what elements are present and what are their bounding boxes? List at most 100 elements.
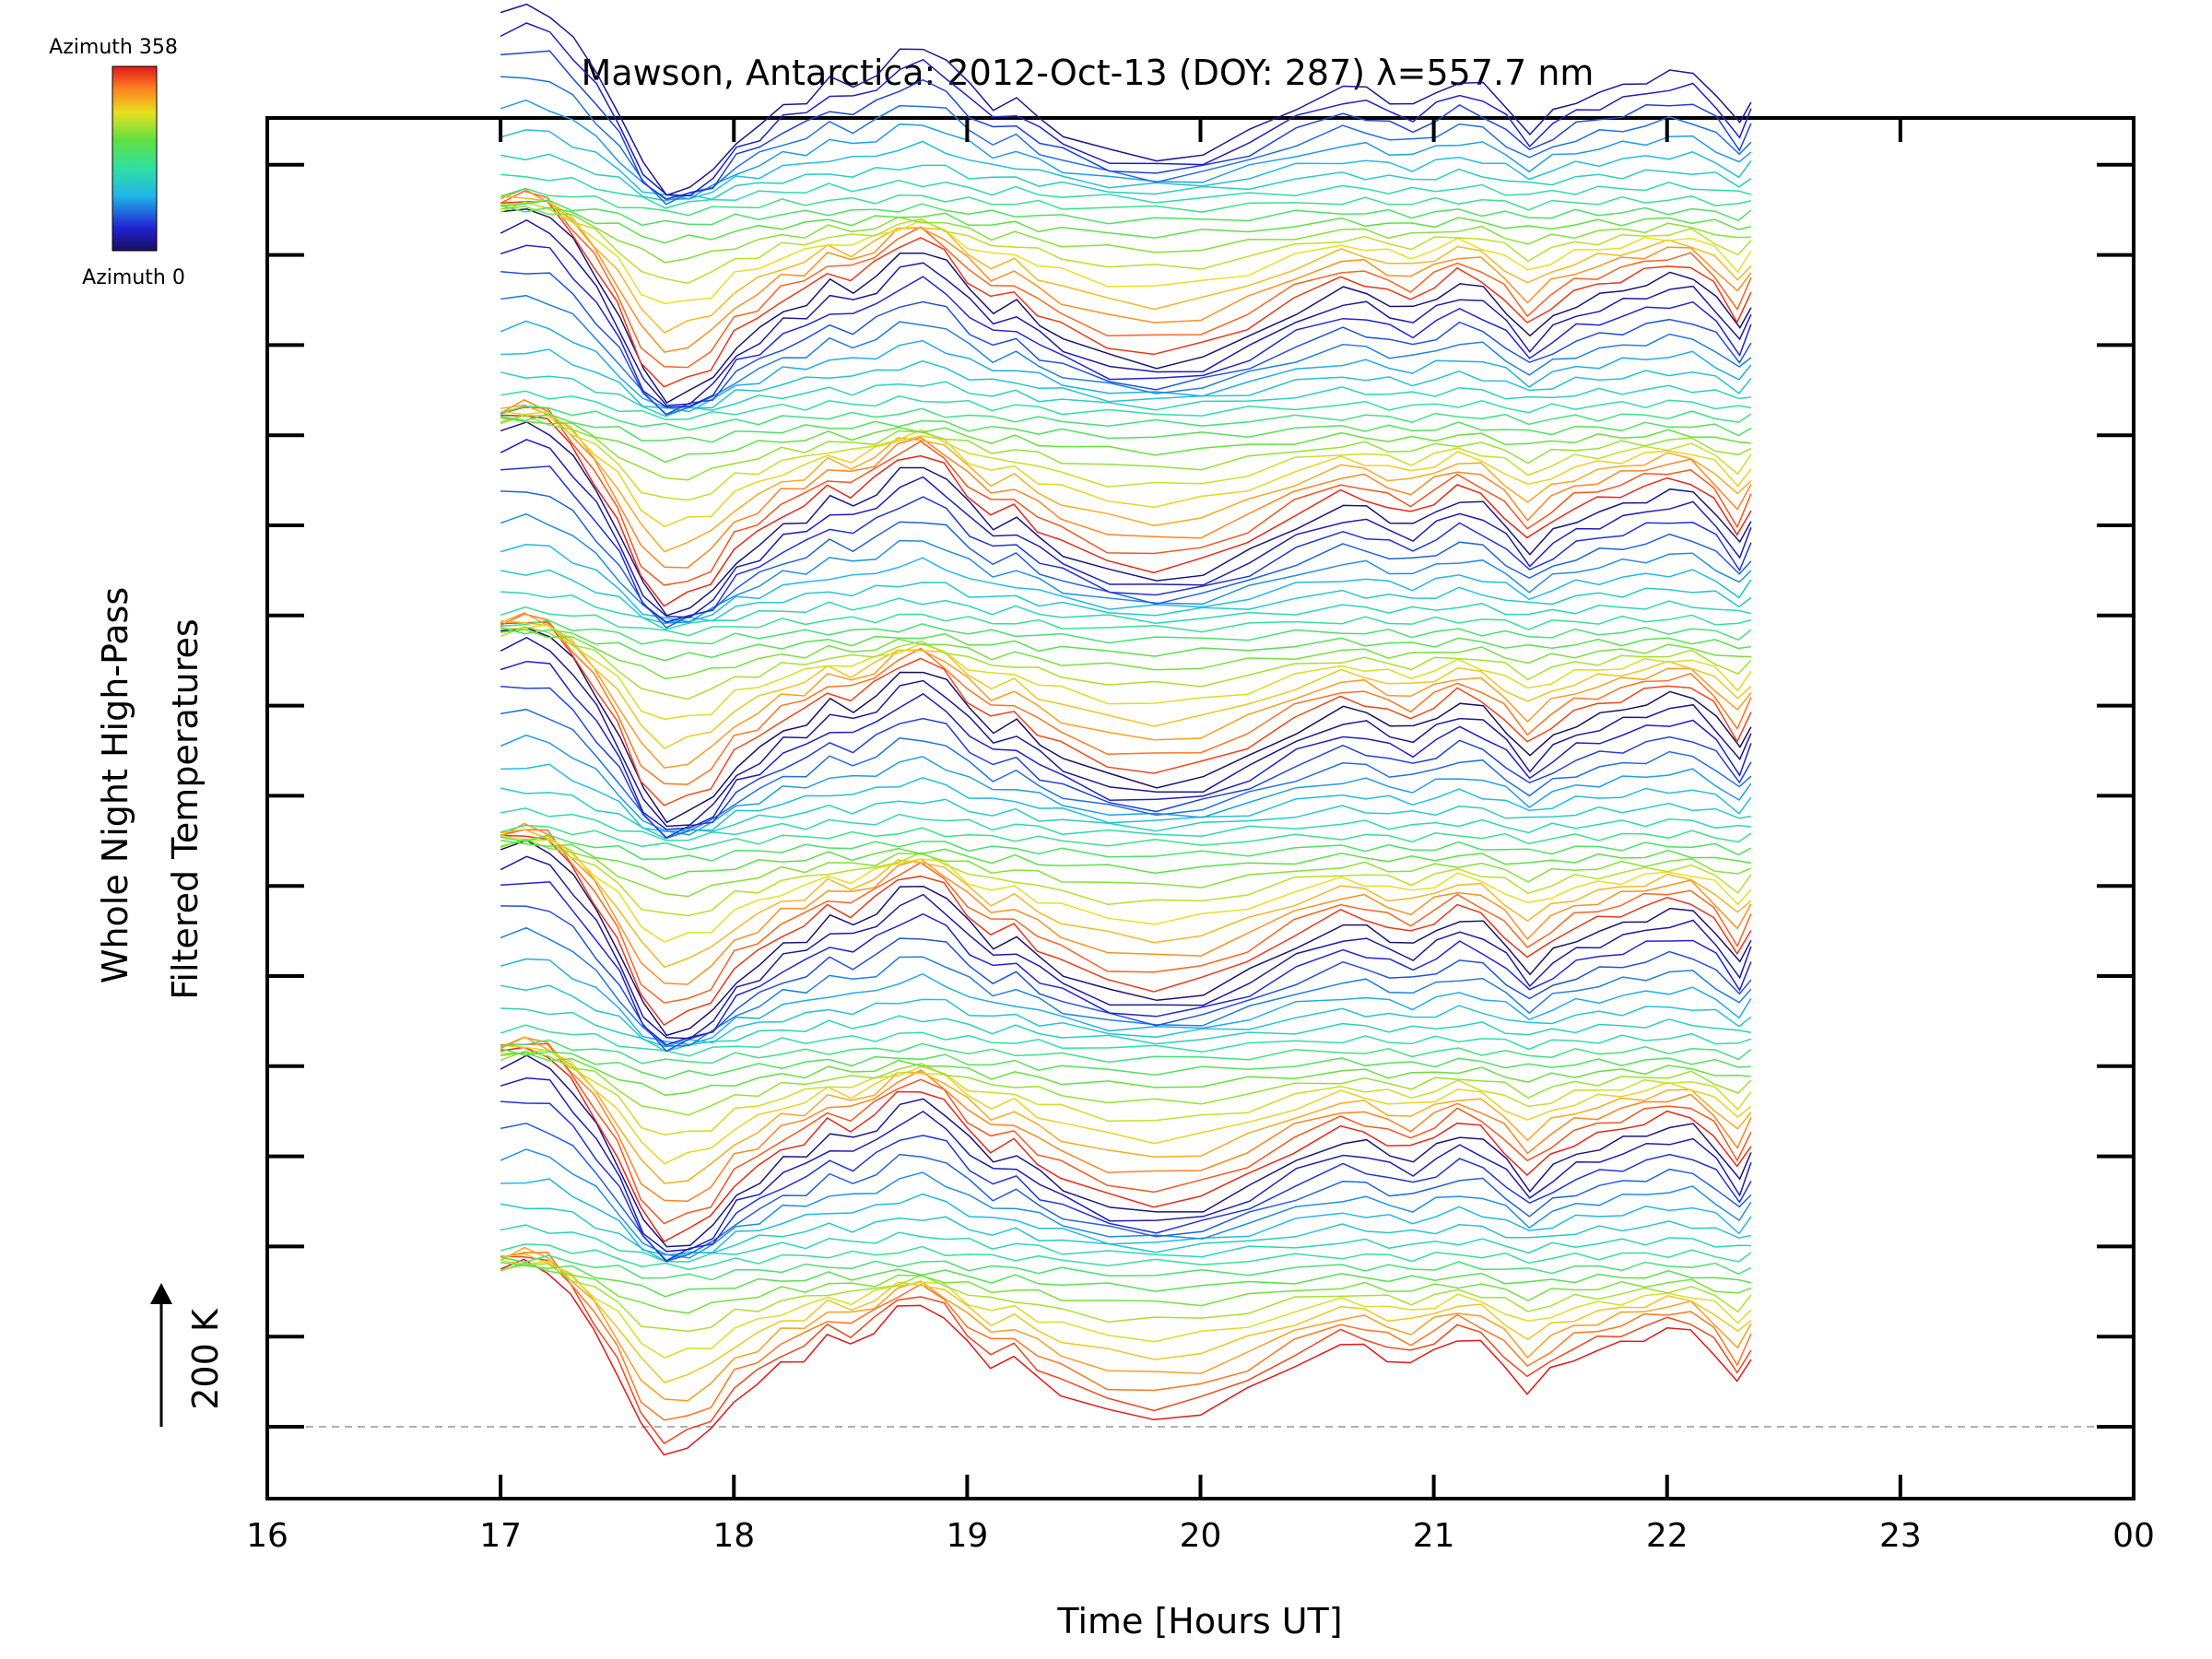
series-line [500, 50, 1752, 200]
series-line [500, 926, 1752, 1047]
series-line [500, 188, 1752, 353]
x-tick-label: 21 [1413, 1517, 1455, 1555]
series-line [500, 421, 1752, 617]
series-line [500, 1048, 1751, 1080]
series-line [500, 1036, 1752, 1202]
series-line [500, 410, 1752, 528]
series-line [500, 153, 1752, 202]
series-line [500, 1036, 1752, 1184]
series-line [500, 763, 1752, 832]
series-line [500, 822, 1752, 985]
series-line [500, 414, 1752, 501]
series-line [500, 1252, 1752, 1421]
series-line [500, 619, 1752, 749]
series-line [500, 1024, 1752, 1057]
series-line [500, 1203, 1752, 1263]
series-line [500, 839, 1752, 1037]
series-line [500, 734, 1752, 836]
series-line [500, 99, 1752, 201]
series-line [500, 626, 1752, 662]
series-line [500, 591, 1752, 630]
series-line [500, 76, 1752, 206]
series-line [500, 1261, 1752, 1298]
series-line [500, 708, 1752, 840]
series-line [500, 1054, 1752, 1248]
plot-frame [265, 116, 2136, 1500]
series-line [500, 838, 1752, 898]
chart-title: Mawson, Antarctica: 2012-Oct-13 (DOY: 28… [582, 53, 1594, 93]
series-line [500, 1178, 1752, 1256]
series-line [500, 834, 1752, 862]
x-tick-label: 19 [946, 1517, 988, 1555]
series-line [500, 1263, 1752, 1333]
series-line [500, 406, 1752, 586]
series-line [500, 190, 1752, 369]
series-line [500, 621, 1752, 806]
series-line [500, 1046, 1752, 1243]
series-line [500, 685, 1752, 839]
series-line [500, 1255, 1752, 1445]
colorbar-bottom-label: Azimuth 0 [82, 266, 185, 289]
series-line [500, 129, 1752, 200]
series-line [500, 200, 1752, 388]
series-line [500, 829, 1752, 969]
series-line [500, 636, 1752, 828]
series-line [500, 660, 1752, 830]
x-tick-labels: 16 17 18 19 20 21 22 23 00 [246, 1517, 2155, 1555]
series-line [500, 206, 1751, 264]
series-line [500, 1254, 1752, 1281]
series-line [500, 1224, 1751, 1263]
series-line [500, 881, 1752, 1046]
series-line [500, 619, 1752, 645]
series-line [500, 835, 1752, 944]
series-line [500, 613, 1752, 785]
series-line [500, 390, 1752, 421]
series-line [500, 1039, 1752, 1065]
scale-bar-label: 200 K [185, 1308, 226, 1410]
series-line [500, 829, 1752, 1004]
series-line [500, 1123, 1752, 1263]
series-line [500, 1262, 1752, 1314]
series-line [500, 199, 1752, 227]
series-line [500, 839, 1752, 917]
series-line [500, 270, 1752, 416]
series-line [500, 624, 1752, 721]
series-line [500, 1050, 1752, 1116]
series-line [500, 834, 1752, 1027]
series-line [500, 22, 1752, 197]
series-line [500, 1052, 1751, 1097]
axis-ticks [265, 118, 2136, 1499]
colorbar-top-label: Azimuth 358 [49, 36, 178, 59]
series-line [500, 807, 1751, 841]
series-line [500, 1148, 1752, 1259]
series-line [500, 173, 1752, 209]
x-axis-label: Time [Hours UT] [1056, 1601, 1342, 1641]
series-line [500, 627, 1752, 824]
series-line [500, 201, 1752, 285]
series-line [500, 612, 1752, 769]
x-tick-label: 23 [1879, 1517, 1922, 1555]
series-line [500, 294, 1752, 416]
series-line [500, 199, 1752, 305]
series-line [500, 1259, 1752, 1359]
series-line [500, 244, 1752, 408]
series-line [500, 417, 1751, 464]
series-line [500, 626, 1752, 700]
series-line [500, 1048, 1752, 1135]
x-tick-label: 20 [1180, 1517, 1222, 1555]
series-line [500, 958, 1752, 1046]
x-tick-label: 22 [1646, 1517, 1688, 1555]
y-axis-label-line2: Filtered Temperatures [165, 618, 206, 999]
series-line [500, 840, 1752, 880]
series-line [500, 1044, 1752, 1165]
series-line [500, 195, 1752, 335]
series-line [500, 1253, 1752, 1383]
series-line [500, 824, 1752, 851]
series-line [500, 629, 1751, 680]
series-line [500, 606, 1752, 637]
series-line [500, 218, 1752, 406]
series-line [500, 414, 1752, 607]
series-line [500, 399, 1752, 569]
series-line [500, 1243, 1752, 1271]
series-line [500, 1042, 1752, 1225]
